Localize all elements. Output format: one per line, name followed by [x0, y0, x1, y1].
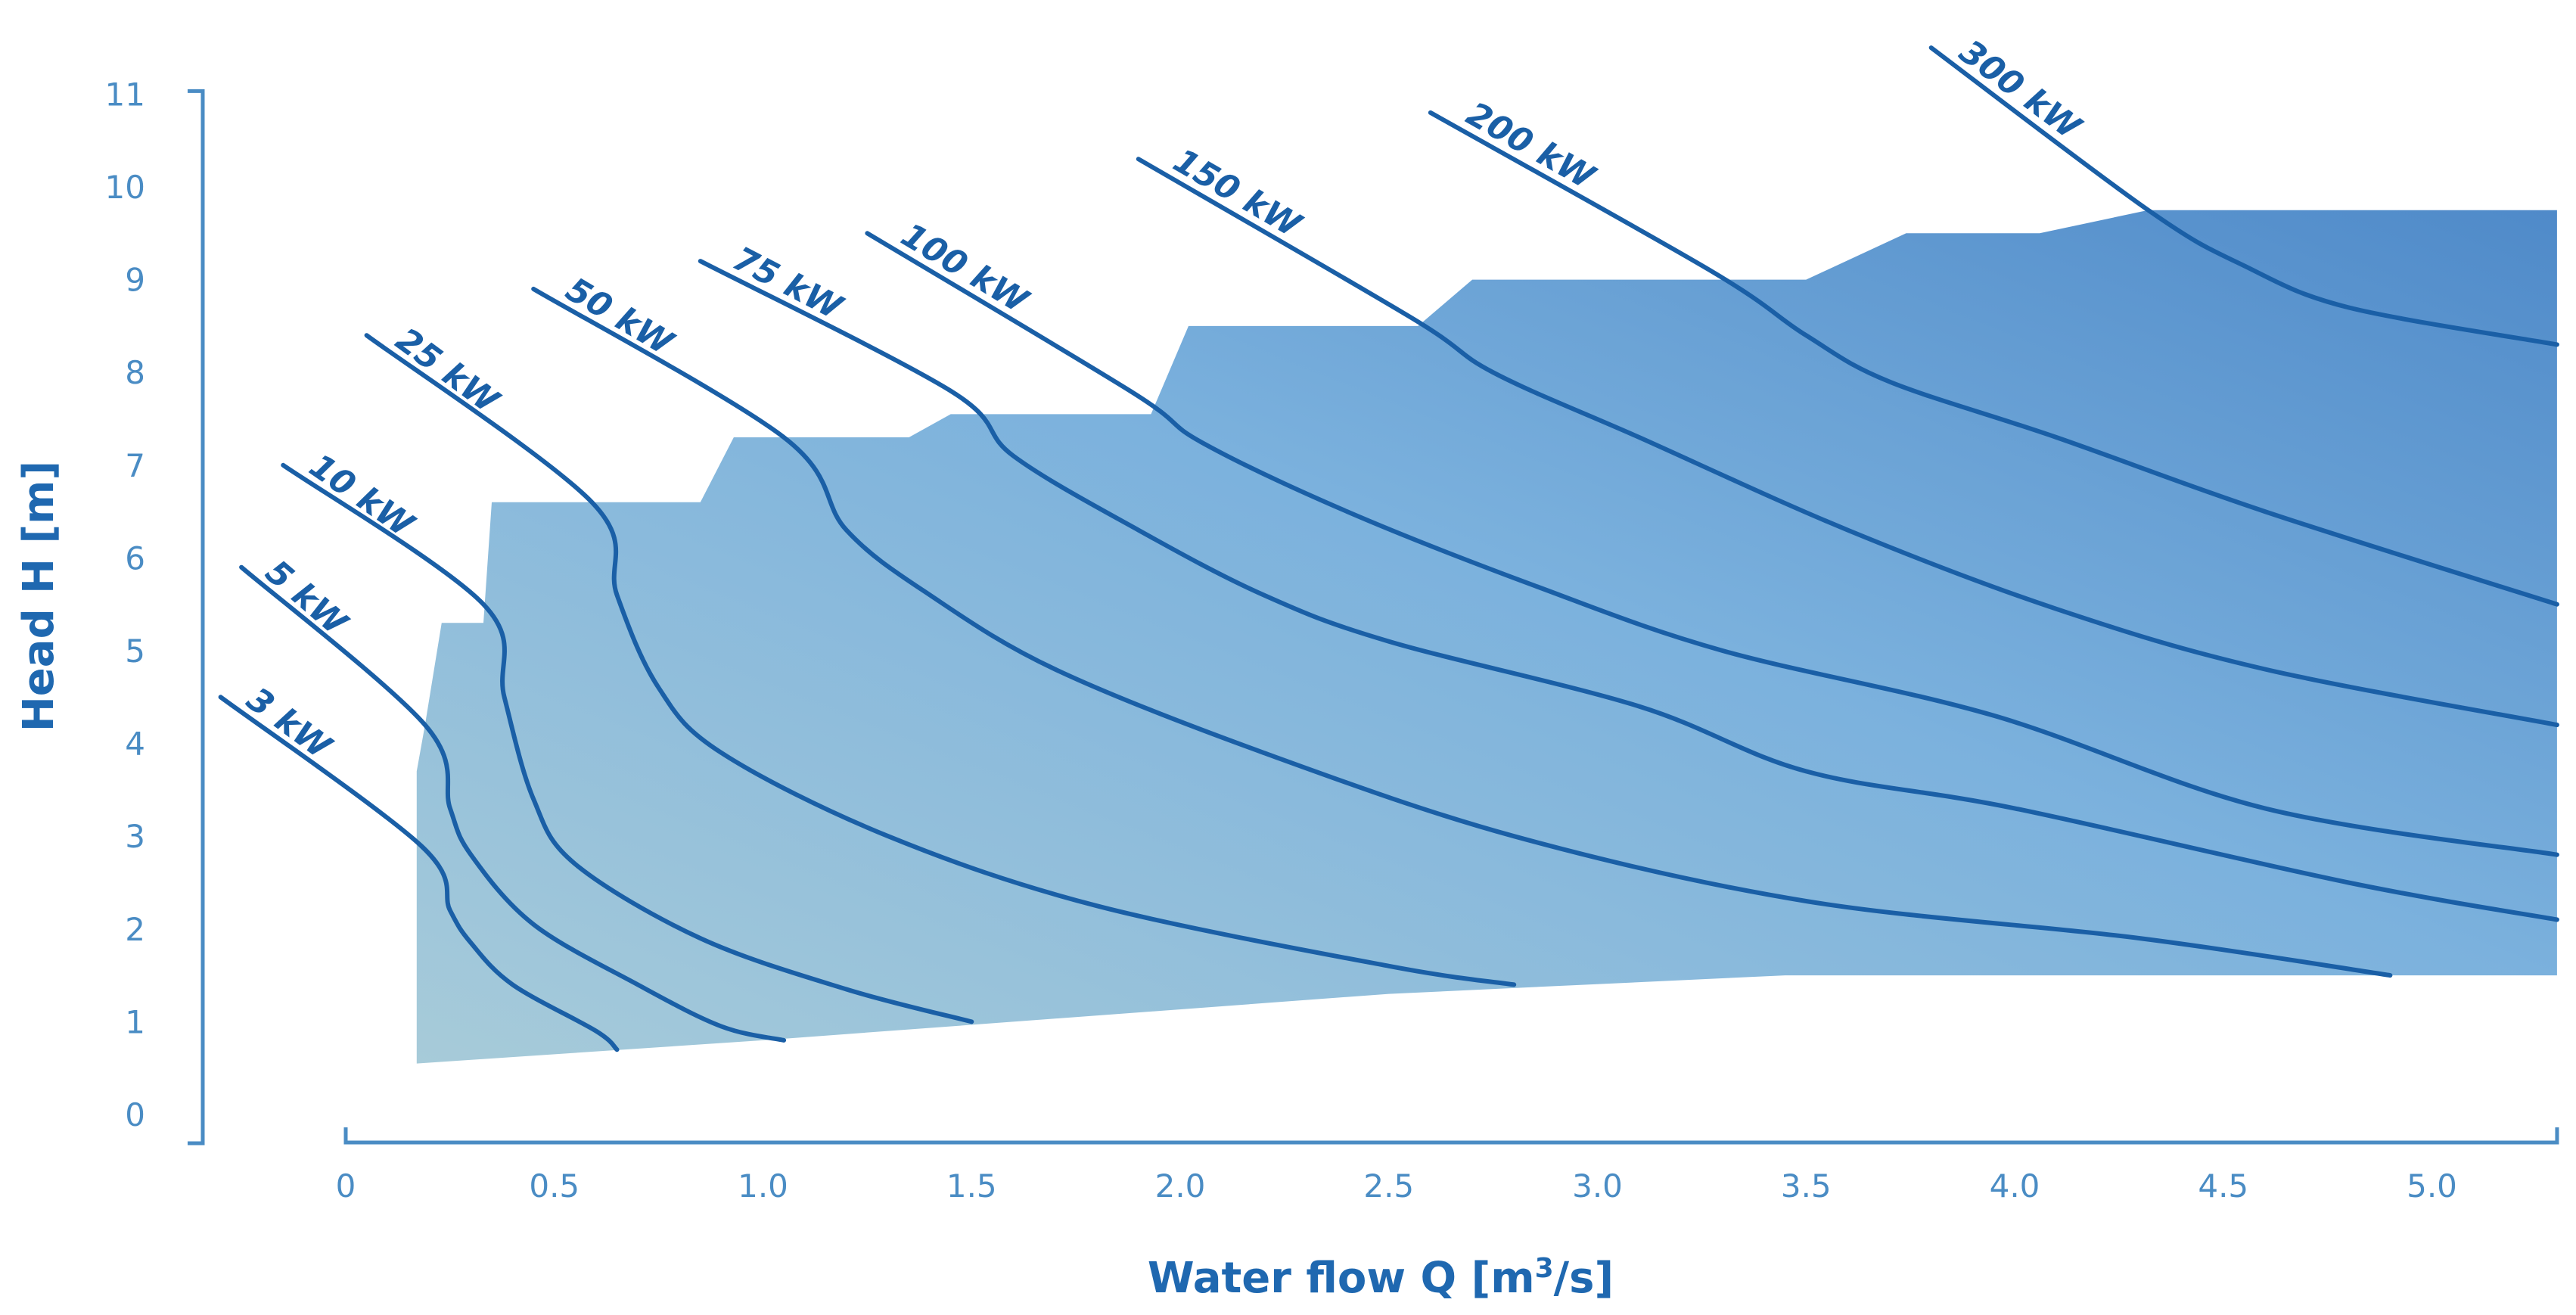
x-tick-label: 2.0 [1155, 1167, 1206, 1205]
application-range-area [416, 210, 2557, 1064]
y-axis-line [188, 89, 205, 1146]
y-tick-label: 5 [125, 633, 145, 670]
curve-100-kw [865, 231, 2559, 857]
curve-label-300-kw: 300 kW [1953, 33, 2090, 148]
curve-label-150-kw: 150 kW [1167, 141, 1309, 246]
y-tick-label: 1 [125, 1003, 145, 1040]
curve-150-kw [1136, 157, 2559, 728]
x-axis-ticks: 0 0.5 1.0 1.5 2.0 2.5 3.0 3.5 4.0 4.5 5.0 [336, 1167, 2457, 1205]
x-tick-label: 3.0 [1572, 1167, 1623, 1205]
x-tick-label: 5.0 [2407, 1167, 2457, 1205]
x-tick-label: 4.0 [1990, 1167, 2040, 1205]
curve-label-25-kw: 25 kW [389, 320, 507, 421]
curve-75-kw [698, 259, 2559, 922]
curve-label-10-kw: 10 kW [303, 446, 422, 546]
curve-5-kw [239, 564, 787, 1043]
y-tick-label: 10 [105, 169, 145, 206]
x-tick-label: 2.5 [1363, 1167, 1414, 1205]
curve-label-5-kw: 5 kW [258, 552, 356, 644]
curve-label-100-kw: 100 kW [894, 216, 1036, 322]
y-tick-label: 3 [125, 818, 145, 855]
curve-25-kw [364, 333, 1517, 987]
curve-200-kw [1428, 110, 2559, 607]
y-tick-label: 6 [125, 539, 145, 577]
curve-label-200-kw: 200 kW [1460, 95, 1602, 197]
x-tick-label: 3.5 [1781, 1167, 1832, 1205]
x-tick-label: 4.5 [2198, 1167, 2248, 1205]
y-tick-label: 11 [105, 76, 145, 113]
y-tick-label: 4 [125, 726, 145, 763]
y-tick-label: 0 [125, 1096, 145, 1133]
curve-label-50-kw: 50 kW [559, 270, 681, 364]
x-tick-label: 0 [336, 1167, 356, 1205]
y-tick-label: 2 [125, 911, 145, 948]
curve-300-kw [1928, 45, 2559, 347]
x-tick-label: 0.5 [529, 1167, 580, 1205]
y-tick-label: 9 [125, 262, 145, 299]
y-axis-title: Head H [m] [14, 461, 64, 732]
power-curves [218, 45, 2559, 1052]
x-tick-label: 1.0 [738, 1167, 788, 1205]
y-tick-label: 8 [125, 354, 145, 391]
curve-10-kw [281, 462, 974, 1024]
x-tick-label: 1.5 [946, 1167, 997, 1205]
y-axis-ticks: 0 1 2 3 4 5 6 7 8 9 10 11 [105, 76, 145, 1133]
x-axis-line [343, 1127, 2559, 1145]
y-tick-label: 7 [125, 447, 145, 484]
x-axis-title: Water flow Q [m3/s] [1148, 1253, 1614, 1304]
curve-50-kw [531, 286, 2393, 978]
curve-3-kw [218, 695, 620, 1052]
